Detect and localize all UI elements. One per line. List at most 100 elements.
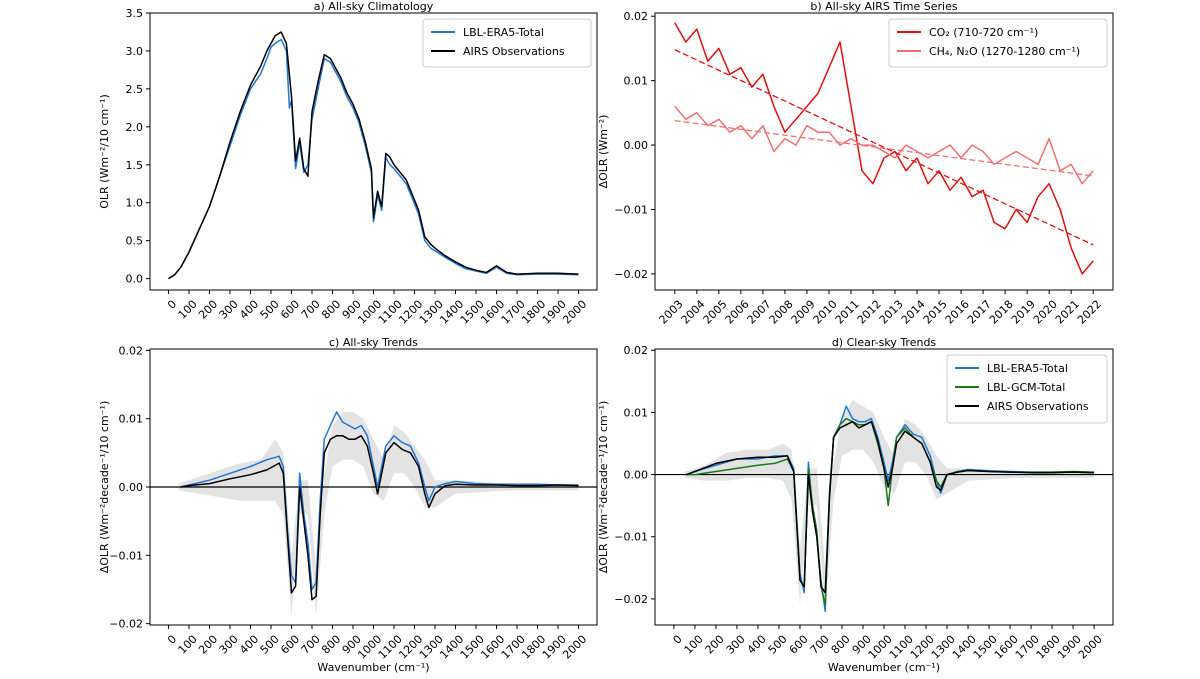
- series-line: [686, 417, 1095, 606]
- y-tick-label: −0.02: [614, 268, 648, 281]
- x-tick-label: 2005: [701, 298, 730, 327]
- legend: CO₂ (710-720 cm⁻¹) CH₄, N₂O (1270-1280 cm…: [888, 18, 1108, 68]
- x-tick-label: 2011: [833, 298, 862, 327]
- y-tick-label: 0.00: [119, 481, 144, 494]
- y-tick-label: 0.00: [624, 469, 649, 482]
- x-tick-label: 700: [808, 633, 832, 657]
- legend-box: [946, 354, 1108, 424]
- x-tick-label: 2022: [1075, 298, 1104, 327]
- plot-area: [674, 22, 1094, 275]
- x-tick-label: 2010: [811, 298, 840, 327]
- y-tick-label: 0.02: [119, 344, 144, 357]
- x-tick-label: 500: [258, 298, 282, 322]
- x-axis-label: Wavenumber (cm⁻¹): [317, 661, 429, 674]
- legend: LBL-ERA5-Total AIRS Observations: [422, 18, 592, 68]
- x-tick-label: 2021: [1053, 298, 1082, 327]
- series-line: [168, 38, 579, 280]
- x-tick-label: 2000: [560, 633, 589, 662]
- x-axis-label: Wavenumber (cm⁻¹): [828, 661, 940, 674]
- plot-area: [655, 400, 1113, 613]
- x-tick-label: 200: [196, 633, 220, 657]
- x-tick-label: 0: [671, 633, 685, 647]
- y-tick-label: 1.0: [126, 197, 144, 210]
- legend-box: [888, 18, 1108, 68]
- panel-d: 0100200300400500600700800900100011001200…: [597, 336, 1114, 674]
- panel-a: 0100200300400500600700800900100011001200…: [98, 0, 598, 327]
- x-tick-label: 2020: [1031, 298, 1060, 327]
- x-tick-label: 0: [165, 633, 179, 647]
- legend-label: CH₄, N₂O (1270-1280 cm⁻¹): [929, 45, 1080, 58]
- series-line: [686, 420, 1095, 594]
- panel-c: 0100200300400500600700800900100011001200…: [98, 336, 598, 674]
- y-tick-label: 0.00: [624, 139, 649, 152]
- y-tick-label: 0.01: [119, 413, 144, 426]
- x-tick-label: 700: [299, 298, 323, 322]
- x-tick-label: 2016: [943, 298, 972, 327]
- x-tick-label: 600: [787, 633, 811, 657]
- x-tick-label: 700: [299, 633, 323, 657]
- legend-label: LBL-GCM-Total: [987, 381, 1065, 394]
- y-tick-label: 0.02: [624, 344, 649, 357]
- plot-area: [150, 411, 597, 617]
- y-axis-label: ΔOLR (Wm⁻²decade⁻¹/10 cm⁻¹): [597, 401, 610, 574]
- y-tick-label: 2.5: [126, 83, 144, 96]
- y-tick-label: 3.5: [126, 7, 144, 20]
- series-line: [674, 22, 1094, 275]
- series-line: [180, 435, 579, 601]
- x-tick-label: 800: [829, 633, 853, 657]
- legend-label: LBL-ERA5-Total: [463, 26, 544, 39]
- y-tick-label: −0.01: [614, 531, 648, 544]
- y-tick-label: 3.0: [126, 45, 144, 58]
- x-tick-label: 2019: [1009, 298, 1038, 327]
- x-tick-label: 2000: [1076, 633, 1105, 662]
- panel-title: d) Clear-sky Trends: [832, 336, 937, 349]
- x-tick-label: 2003: [657, 298, 686, 327]
- y-tick-label: −0.01: [614, 203, 648, 216]
- y-tick-label: 0.01: [624, 75, 649, 88]
- x-tick-label: 100: [176, 298, 200, 322]
- legend-label: CO₂ (710-720 cm⁻¹): [929, 26, 1038, 39]
- panel-title: a) All-sky Climatology: [314, 0, 434, 13]
- x-tick-label: 400: [237, 298, 261, 322]
- axes-frame: [654, 12, 1114, 291]
- x-tick-label: 300: [217, 633, 241, 657]
- y-tick-label: 0.02: [624, 10, 649, 23]
- y-tick-label: 0.0: [126, 273, 144, 286]
- y-axis-label: ΔOLR (Wm⁻²decade⁻¹/10 cm⁻¹): [98, 401, 111, 574]
- x-tick-label: 600: [278, 298, 302, 322]
- x-tick-label: 2012: [855, 298, 884, 327]
- legend-label: LBL-ERA5-Total: [987, 362, 1068, 375]
- y-tick-label: 0.5: [126, 235, 144, 248]
- panel-b: 2003200420052006200720082009201020112012…: [597, 0, 1114, 327]
- panel-title: c) All-sky Trends: [329, 336, 418, 349]
- plot-area: [168, 31, 579, 280]
- series-line: [168, 31, 579, 280]
- x-tick-label: 2017: [965, 298, 994, 327]
- x-tick-label: 300: [724, 633, 748, 657]
- x-tick-label: 500: [258, 633, 282, 657]
- y-axis-label: OLR (Wm⁻²/10 cm⁻¹): [98, 94, 111, 209]
- trend-line: [674, 119, 1094, 177]
- x-tick-label: 0: [165, 298, 179, 312]
- x-tick-label: 2015: [921, 298, 950, 327]
- uncertainty-band: [684, 400, 1095, 612]
- x-tick-label: 200: [703, 633, 727, 657]
- x-tick-label: 2013: [877, 298, 906, 327]
- x-tick-label: 200: [196, 298, 220, 322]
- x-tick-label: 500: [766, 633, 790, 657]
- x-tick-label: 100: [176, 633, 200, 657]
- legend-label: AIRS Observations: [463, 45, 565, 58]
- series-line: [686, 405, 1095, 613]
- x-tick-label: 2006: [723, 298, 752, 327]
- x-tick-label: 800: [319, 633, 343, 657]
- x-tick-label: 2000: [560, 298, 589, 327]
- legend-box: [422, 18, 592, 68]
- x-tick-label: 300: [217, 298, 241, 322]
- y-tick-label: 0.01: [624, 406, 649, 419]
- y-tick-label: 1.5: [126, 159, 144, 172]
- uncertainty-band: [178, 411, 579, 617]
- y-tick-label: −0.02: [614, 593, 648, 606]
- x-tick-label: 2008: [767, 298, 796, 327]
